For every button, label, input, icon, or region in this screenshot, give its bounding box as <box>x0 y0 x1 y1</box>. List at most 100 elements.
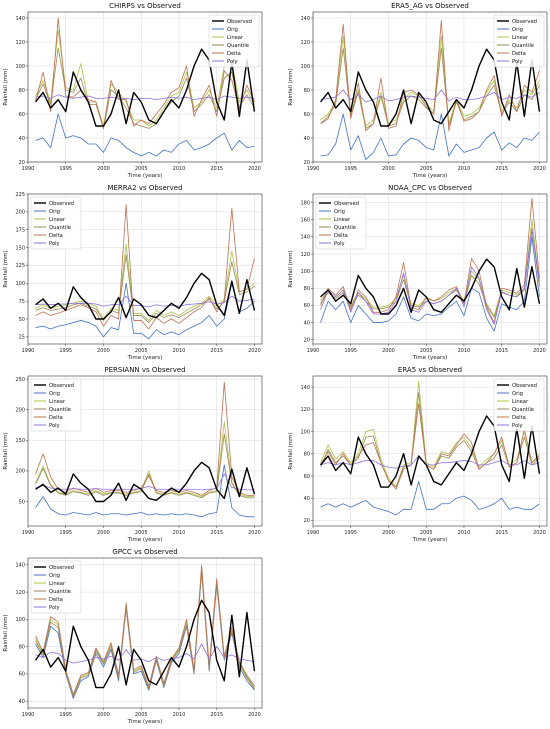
y-axis-label: Rainfall (mm) <box>3 614 9 651</box>
y-tick-label: 140 <box>15 16 25 22</box>
y-tick-label: 50 <box>19 499 25 505</box>
series-line-observed <box>34 48 256 127</box>
y-tick-label: 120 <box>300 252 310 258</box>
y-tick-label: 20 <box>304 338 310 344</box>
x-tick-label: 1995 <box>59 530 72 536</box>
x-tick-label: 2015 <box>495 348 508 354</box>
legend-entry: Poly <box>49 241 60 247</box>
series-line-poly <box>35 473 255 491</box>
plot-frame <box>27 375 263 527</box>
x-tick-label: 2015 <box>210 348 223 354</box>
chart-panel-5: PERSIANN vs Observed 1990 1995 2000 2005 2010… <box>3 366 263 543</box>
series-line-delta <box>35 204 255 330</box>
legend-entry: Orig <box>512 391 523 397</box>
series-line-poly <box>320 455 540 469</box>
y-tick-label: 225 <box>15 192 25 198</box>
y-tick-label: 120 <box>300 40 310 46</box>
x-axis-label: Time (years) <box>412 537 448 543</box>
chart-panel-1: CHIRPS vs Observed 1990 1995 2000 2005 2010 20… <box>3 2 263 179</box>
legend-entry: Quantile <box>49 225 71 231</box>
x-tick-label: 2010 <box>173 530 186 536</box>
legend-entry: Quantile <box>227 43 249 49</box>
legend-entry: Observed <box>49 383 74 389</box>
legend-entry: Linear <box>49 217 66 223</box>
legend-entry: Delta <box>334 233 348 239</box>
y-tick-label: 180 <box>300 200 310 206</box>
x-tick-label: 2005 <box>420 166 433 172</box>
plot-frame <box>27 11 263 163</box>
legend-entry: Orig <box>49 573 60 579</box>
chart-panel-2: ERA5_AG vs Observed 1990 1995 2000 2005 2010 2… <box>288 2 548 179</box>
y-tick-label: 60 <box>19 672 25 678</box>
x-tick-label: 2000 <box>382 530 395 536</box>
legend: Observed Orig Linear Quantile Delta Poly <box>208 14 260 68</box>
y-tick-label: 100 <box>15 64 25 70</box>
x-tick-label: 2015 <box>210 166 223 172</box>
series-line-delta <box>320 197 540 323</box>
legend-box <box>208 14 260 68</box>
series-line-orig <box>320 113 540 161</box>
x-axis-label: Time (years) <box>412 173 448 179</box>
legend-entry: Linear <box>227 35 244 41</box>
y-tick-label: 60 <box>304 112 310 118</box>
series-line-delta <box>35 17 255 129</box>
y-tick-label: 100 <box>15 469 25 475</box>
y-tick-label: 80 <box>19 644 25 650</box>
legend-entry: Observed <box>512 19 537 25</box>
y-tick-label: 60 <box>304 474 310 480</box>
x-tick-label: 2015 <box>210 530 223 536</box>
x-tick-label: 2000 <box>97 712 110 718</box>
chart-panel-6: ERA5 vs Observed 1990 1995 2000 2005 2010 2015… <box>288 366 548 543</box>
y-axis-label: Rainfall (mm) <box>288 68 294 105</box>
x-tick-label: 2000 <box>97 348 110 354</box>
x-tick-label: 2000 <box>97 166 110 172</box>
x-tick-label: 2010 <box>458 348 471 354</box>
legend-box <box>315 196 367 250</box>
legend-box <box>493 14 545 68</box>
series-line-quantile <box>35 569 255 698</box>
series-line-quantile <box>35 254 255 323</box>
y-tick-label: 75 <box>19 299 25 305</box>
y-tick-label: 40 <box>304 320 310 326</box>
series-line-linear <box>320 35 540 127</box>
chart-title: GPCC vs Observed <box>112 548 177 556</box>
x-tick-label: 1995 <box>59 712 72 718</box>
x-axis-label: Time (years) <box>127 537 163 543</box>
y-tick-label: 140 <box>300 235 310 241</box>
plot-frame <box>27 193 263 345</box>
x-tick-label: 2020 <box>248 348 261 354</box>
series-line-orig <box>35 282 255 340</box>
x-tick-label: 2020 <box>248 166 261 172</box>
chart-title: NOAA_CPC vs Observed <box>388 184 472 192</box>
x-tick-label: 1990 <box>22 712 35 718</box>
chart-title: ERA5 vs Observed <box>398 366 462 374</box>
y-tick-label: 25 <box>19 335 25 341</box>
x-tick-label: 1990 <box>22 166 35 172</box>
legend-box <box>493 378 545 432</box>
x-axis-label: Time (years) <box>127 355 163 361</box>
series-line-observed <box>35 272 256 320</box>
chart-panel-3: MERRA2 vs Observed 1990 1995 2000 2005 2010 20… <box>3 184 263 361</box>
y-tick-label: 120 <box>300 407 310 413</box>
legend-entry: Orig <box>49 209 60 215</box>
y-tick-label: 40 <box>304 496 310 502</box>
y-axis-label: Rainfall (mm) <box>3 250 9 287</box>
y-tick-label: 125 <box>15 263 25 269</box>
chart-title: ERA5_AG vs Observed <box>391 2 469 10</box>
chart-title: MERRA2 vs Observed <box>107 184 182 192</box>
series-line-delta <box>320 403 540 488</box>
legend-entry: Orig <box>49 391 60 397</box>
legend-entry: Observed <box>512 383 537 389</box>
y-tick-label: 150 <box>15 438 25 444</box>
legend-entry: Delta <box>49 597 63 603</box>
x-tick-label: 1990 <box>307 530 320 536</box>
legend-entry: Linear <box>49 399 66 405</box>
y-tick-label: 20 <box>304 160 310 166</box>
series-line-observed <box>319 48 541 127</box>
legend-entry: Poly <box>49 423 60 429</box>
legend-entry: Observed <box>334 201 359 207</box>
x-tick-label: 2010 <box>173 166 186 172</box>
legend-entry: Delta <box>512 51 526 57</box>
series-line-observed <box>34 599 256 689</box>
legend-entry: Quantile <box>512 407 534 413</box>
